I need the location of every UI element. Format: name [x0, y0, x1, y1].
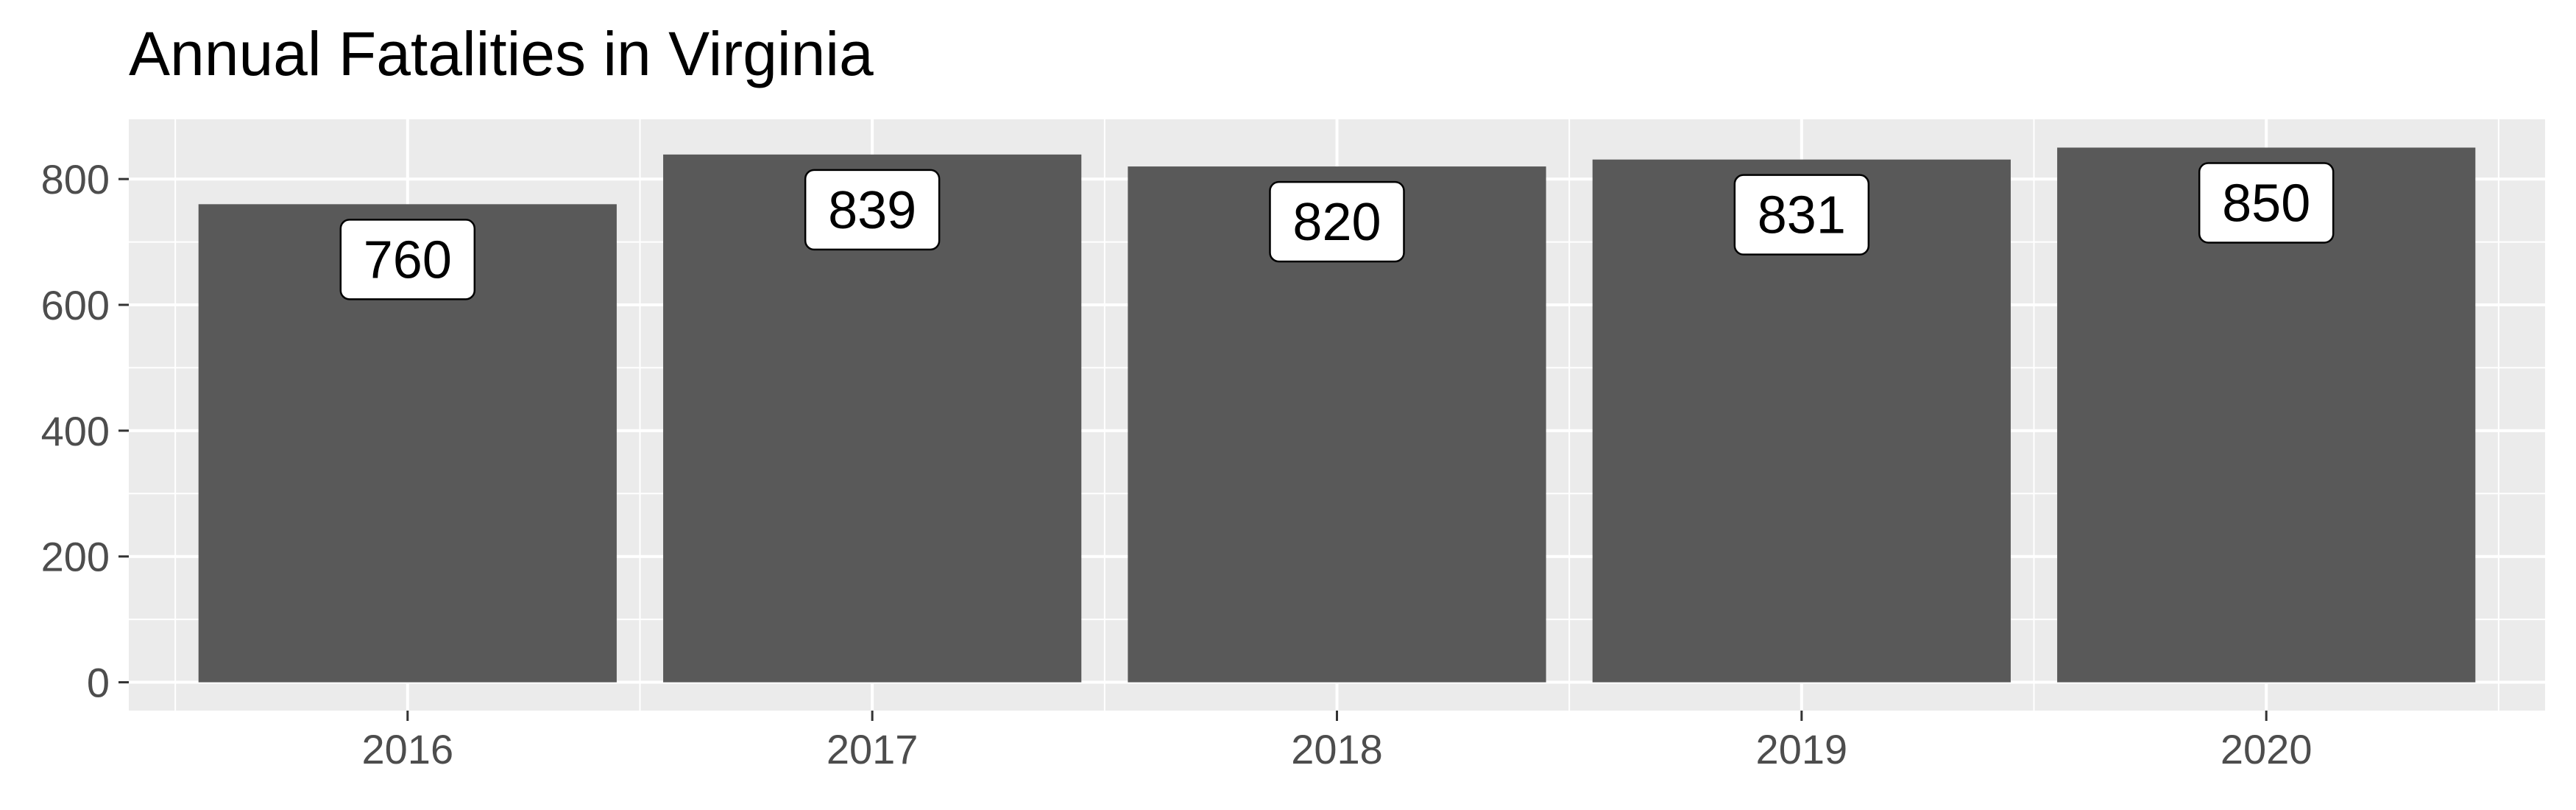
data-label-2017: 839	[828, 181, 916, 240]
data-label-box-2020	[2198, 162, 2335, 244]
y-tick-label: 600	[41, 282, 110, 328]
chart-title: Annual Fatalities in Virginia	[129, 19, 874, 88]
data-label-2019: 831	[1758, 186, 1846, 245]
data-label-box-2019	[1733, 174, 1870, 256]
x-tick-label: 2018	[1291, 726, 1383, 772]
data-label-2016: 760	[364, 230, 452, 289]
x-tick-label: 2017	[827, 726, 919, 772]
x-tick-label: 2016	[362, 726, 454, 772]
x-tick-label: 2020	[2221, 726, 2313, 772]
plot-area: 760 839 820 831 850 0 200 400 600 800 2016 2017 2018…	[41, 119, 2545, 772]
data-label-2020: 850	[2222, 174, 2310, 233]
y-tick-label: 800	[41, 156, 110, 202]
y-tick-label: 400	[41, 408, 110, 454]
data-label-box-2018	[1269, 180, 1405, 263]
data-label-box-2016	[339, 219, 476, 300]
x-tick-label: 2019	[1756, 726, 1848, 772]
data-label-box-2017	[804, 169, 941, 251]
y-tick-label: 0	[87, 660, 110, 706]
y-tick-label: 200	[41, 534, 110, 580]
data-label-2018: 820	[1292, 193, 1381, 252]
